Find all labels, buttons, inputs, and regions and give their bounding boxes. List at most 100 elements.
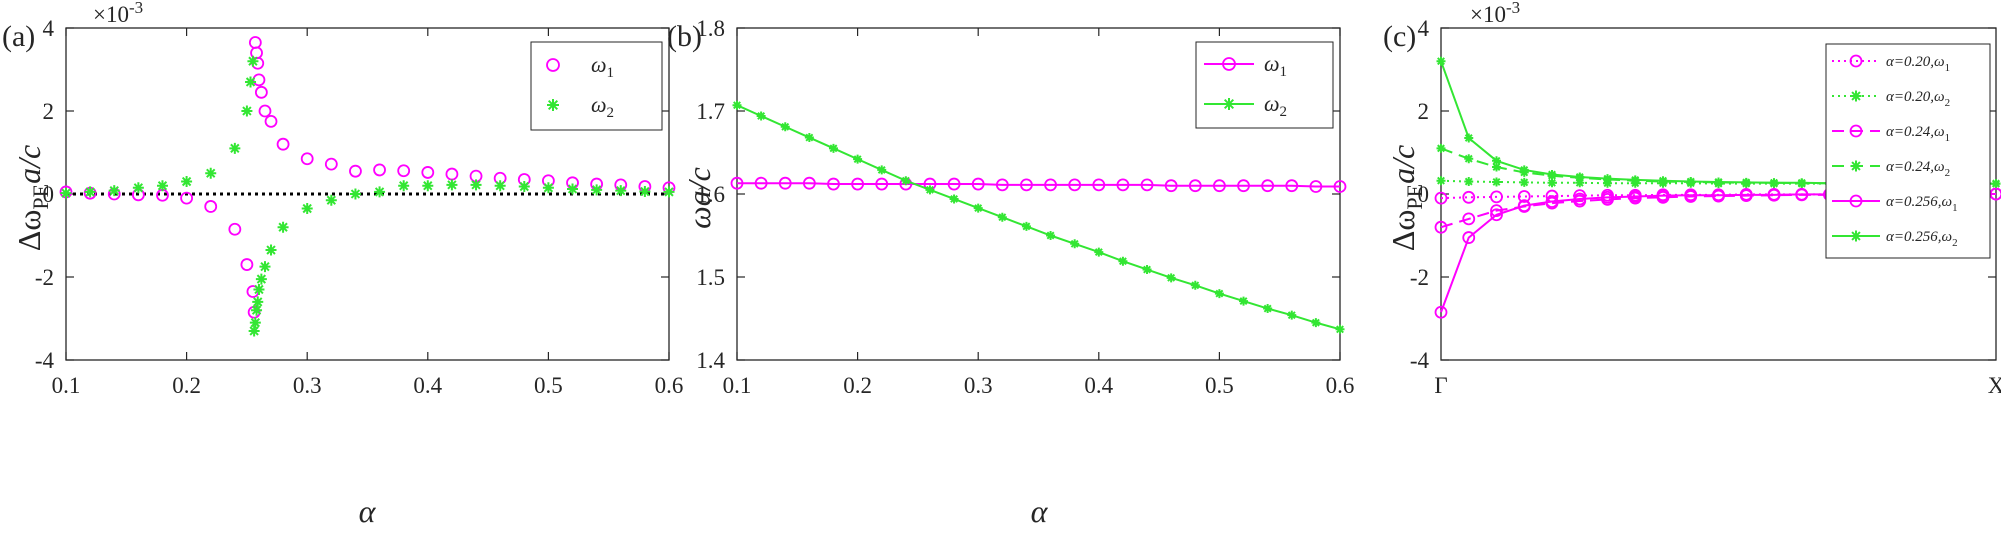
panel-c-point <box>1630 175 1640 185</box>
panel-b-xlabel: α <box>1031 493 1049 529</box>
panel-c-point <box>1795 188 1809 201</box>
panel-b-point-2 <box>1046 231 1056 240</box>
panel-b-xtick-label: 0.4 <box>1084 373 1113 398</box>
panel-a-ytick-label: 2 <box>43 99 55 124</box>
panel-a-point-2 <box>591 184 603 196</box>
panel-a-point-2 <box>325 194 337 206</box>
panel-a-point-2 <box>229 142 241 154</box>
panel-c-point <box>1575 172 1585 182</box>
panel-b-point-1 <box>1020 178 1033 192</box>
panel-a: (a) ×10-3 ΔωPEa/c α 0.1 0.2 0.3 0.4 0.5 0.6 -4… <box>2 0 683 529</box>
panel-a-ylabel: ΔωPEa/c <box>11 145 53 251</box>
panel-c-point <box>1517 199 1531 213</box>
panel-b-point-1 <box>754 176 768 190</box>
panel-b-point-2 <box>1311 318 1321 328</box>
panel-b-point-2 <box>1094 247 1104 257</box>
panel-c-point <box>1436 143 1446 153</box>
panel-a-point-1 <box>421 166 435 179</box>
panel-c-legend-marker <box>1850 230 1862 242</box>
panel-b-point-1 <box>1116 178 1130 192</box>
panel-a-point-2 <box>265 244 277 256</box>
panel-a-point-2 <box>374 186 386 198</box>
panel-a-point-2 <box>615 185 627 197</box>
panel-a-point-2 <box>259 261 271 273</box>
panel-c-ytick-label: 2 <box>1418 99 1430 124</box>
panel-a-xtick-label: 0.3 <box>293 373 322 398</box>
panel-a-ytick-label: 4 <box>43 16 55 41</box>
panel-b-legend-marker-1 <box>1222 57 1236 71</box>
panel-b-point-2 <box>1287 310 1297 320</box>
panel-a-point-1 <box>252 73 266 87</box>
panel-a-point-2 <box>470 179 482 191</box>
panel-a-point-2 <box>108 185 120 197</box>
panel-a-point-2 <box>422 180 434 192</box>
panel-b-xtick-label: 0.5 <box>1205 373 1234 398</box>
panel-a-point-1 <box>397 164 411 178</box>
panel-a-xtick-label: 0.4 <box>413 373 442 398</box>
panel-a-legend <box>530 41 663 131</box>
panel-c-point <box>1462 190 1476 204</box>
panel-a-point-2 <box>398 180 410 192</box>
panel-b-ytick-label: 1.4 <box>696 348 725 373</box>
panel-c-label: (c) <box>1383 20 1416 53</box>
panel-a-point-2 <box>349 188 361 200</box>
panel-b-point-1 <box>1068 178 1082 192</box>
panel-c-point <box>1797 178 1807 188</box>
panel-b-point-1 <box>778 176 792 190</box>
panel-b-ylabel: ωa/c <box>681 167 717 229</box>
panel-c-ytick-label: -2 <box>1410 265 1429 290</box>
panel-c-point <box>1991 179 2001 189</box>
panel-a-point-2 <box>518 181 530 193</box>
panel-c-point <box>1434 220 1448 234</box>
panel-c-point <box>1517 190 1531 203</box>
panel-b-legend <box>1195 41 1334 129</box>
panel-a-ytick-label: -4 <box>35 348 55 373</box>
panel-b-point-1 <box>1285 179 1299 193</box>
panel-c-point <box>1464 177 1474 187</box>
panel-b-xtick-label: 0.1 <box>723 373 752 398</box>
panel-c-point <box>1686 177 1696 187</box>
panel-b-point-1 <box>730 176 744 190</box>
panel-a-point-2 <box>253 283 265 295</box>
panel-c-point <box>1464 133 1474 143</box>
panel-b: (b) ωa/c α 0.1 0.2 0.3 0.4 0.5 0.6 1.4 1.5 1.6 1.… <box>667 16 1354 529</box>
panel-c-point <box>1547 178 1557 188</box>
panel-a-point-2 <box>84 186 96 198</box>
panel-a-legend-label-2: ω2 <box>591 92 614 121</box>
panel-b-point-2 <box>877 165 887 175</box>
panel-b-point-1 <box>1140 178 1154 192</box>
panel-b-point-2 <box>1070 239 1080 249</box>
panel-a-point-2 <box>663 186 675 198</box>
panel-b-xtick-label: 0.6 <box>1326 373 1355 398</box>
panel-a-xtick-label: 0.5 <box>534 373 563 398</box>
panel-c-legend-label: α=0.24,ω1 <box>1886 124 1950 144</box>
panel-a-point-2 <box>255 273 267 285</box>
panel-a-point-2 <box>205 167 217 179</box>
panel-a-point-1 <box>248 36 262 49</box>
panel-b-point-2 <box>1335 324 1345 334</box>
panel-c-legend <box>1825 43 1991 259</box>
panel-c-point <box>1545 195 1559 208</box>
panel-a-point-2 <box>245 76 257 88</box>
panel-b-point-1 <box>802 176 816 190</box>
panel-a-point-2 <box>249 317 261 329</box>
panel-c-point <box>1490 208 1503 222</box>
panel-c-point <box>1434 191 1448 205</box>
panel-a-point-1 <box>324 157 338 171</box>
panel-a-point-2 <box>251 304 263 316</box>
panel-b-point-1 <box>971 177 985 191</box>
panel-c-legend-marker <box>1849 194 1863 208</box>
panel-a-point-2 <box>301 203 313 215</box>
panel-b-point-1 <box>1309 180 1323 193</box>
panel-c-legend-marker <box>1850 160 1862 172</box>
panel-a-point-1 <box>300 152 314 166</box>
panel-b-point-2 <box>1239 296 1249 306</box>
panel-a-point-1 <box>373 163 386 177</box>
panel-c-point <box>1767 188 1781 202</box>
panel-b-point-1 <box>995 178 1009 192</box>
panel-b-point-1 <box>1261 179 1275 193</box>
panel-c-legend-marker <box>1850 90 1862 102</box>
panel-a-point-2 <box>247 55 259 67</box>
panel-a-point-1 <box>204 200 218 213</box>
panel-c-point <box>1436 56 1446 66</box>
